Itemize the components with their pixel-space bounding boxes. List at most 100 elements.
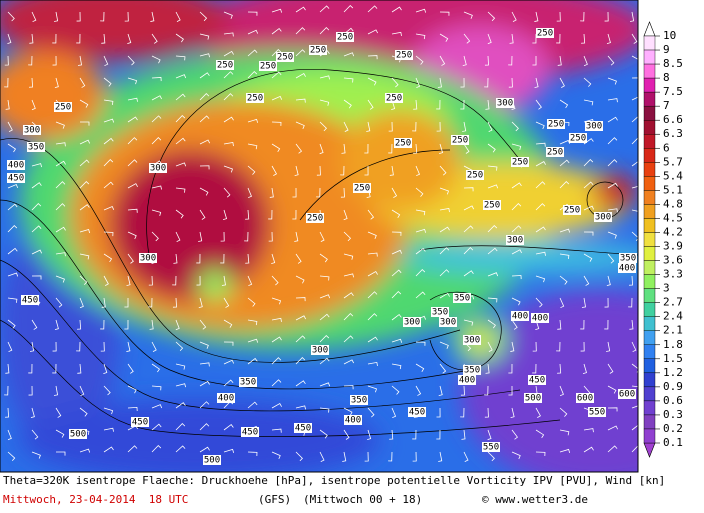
wind-barb	[175, 187, 186, 193]
wind-barb	[535, 297, 543, 308]
wind-barb	[223, 50, 234, 57]
wind-barb	[100, 11, 105, 22]
wind-barb	[559, 429, 570, 436]
wind-barb	[103, 363, 108, 375]
wind-barb	[439, 187, 450, 195]
wind-barb	[271, 336, 282, 343]
legend-band	[643, 232, 656, 247]
wind-barb	[631, 77, 638, 79]
date: Mittwoch, 23-04-2014 18 UTC	[3, 493, 188, 506]
wind-barb	[295, 143, 303, 154]
wind-barb	[415, 33, 426, 40]
wind-barb	[484, 55, 489, 66]
wind-barb	[415, 248, 426, 255]
contour-label-bg	[241, 427, 259, 437]
wind-barb	[7, 184, 19, 189]
wind-barb	[31, 319, 38, 330]
wind-barb	[606, 33, 611, 45]
wind-barb	[415, 363, 425, 372]
wind-barb	[388, 143, 393, 154]
credit: © www.wetter3.de	[482, 493, 588, 506]
contour-label: 500	[70, 430, 86, 440]
wind-barb	[319, 429, 328, 439]
wind-barb	[341, 143, 346, 154]
color-legend: 1098.587.576.66.365.75.45.14.84.54.23.93…	[643, 21, 683, 458]
wind-barb	[31, 225, 42, 233]
wind-barb	[319, 382, 331, 387]
contour-label: 300	[404, 318, 420, 328]
contour-label-bg	[309, 45, 327, 55]
wind-barb	[126, 341, 131, 352]
wind-barb	[607, 253, 615, 264]
legend-label: 9	[663, 43, 670, 56]
wind-barb	[487, 33, 492, 45]
wind-barb	[511, 143, 522, 150]
wind-barb	[487, 143, 496, 153]
wind-barb	[54, 319, 59, 331]
contour-label-bg	[385, 93, 403, 103]
wind-barb	[199, 115, 210, 123]
wind-barb	[101, 297, 106, 308]
wind-barb	[76, 11, 81, 22]
wind-barb	[340, 165, 345, 176]
wind-barb	[247, 338, 259, 343]
wind-barb	[367, 77, 377, 86]
contour-label-bg	[27, 142, 45, 152]
wind-barb	[199, 319, 207, 330]
wind-barb	[606, 275, 611, 287]
wind-barb	[223, 93, 234, 101]
wind-barb	[340, 187, 345, 198]
wind-barb	[319, 99, 330, 106]
wind-barb	[487, 451, 495, 462]
wind-barb	[535, 181, 546, 189]
wind-barb	[487, 121, 493, 133]
wind-barb	[247, 118, 259, 123]
legend-top-arrow	[643, 21, 656, 37]
wind-barb	[391, 209, 401, 219]
wind-barb	[391, 249, 403, 255]
wind-barb	[199, 33, 210, 40]
wind-barb	[367, 29, 379, 35]
contour-label-bg	[21, 295, 39, 305]
wind-barb	[463, 270, 474, 277]
wind-barb	[103, 77, 112, 87]
legend-label: 3.9	[663, 240, 683, 253]
contour-label-bg	[203, 455, 221, 465]
legend-band	[643, 91, 656, 107]
wind-barb	[53, 385, 59, 396]
wind-barb	[487, 247, 498, 255]
legend-band	[643, 330, 656, 345]
wind-barb	[559, 77, 565, 88]
wind-barb	[631, 96, 638, 101]
contour-label-bg	[403, 317, 421, 327]
wind-barb	[295, 451, 303, 462]
wind-barb	[269, 187, 274, 198]
wind-barb	[245, 253, 250, 264]
wind-barb	[295, 253, 302, 264]
wind-barb	[151, 185, 162, 190]
contour-label-bg	[466, 170, 484, 180]
wind-barb	[631, 185, 638, 189]
model: (GFS)	[258, 493, 291, 506]
wind-barb	[389, 165, 394, 176]
wind-barb	[271, 48, 282, 57]
wind-barb	[631, 116, 638, 123]
legend-label: 8	[663, 71, 670, 84]
legend-band	[643, 148, 656, 163]
wind-barb	[367, 361, 378, 367]
legend-label: 4.8	[663, 197, 683, 210]
contour-label-bg	[546, 147, 564, 157]
contour-label: 400	[532, 314, 548, 324]
wind-barb	[7, 319, 16, 329]
contour-label: 400	[512, 312, 528, 322]
wind-barb	[79, 181, 90, 189]
legend-label: 10	[663, 29, 676, 42]
wind-barb	[223, 11, 233, 19]
contour-label: 300	[595, 213, 611, 223]
wind-barb	[55, 226, 66, 233]
wind-barb	[294, 231, 299, 242]
contour-label-bg	[54, 102, 72, 112]
wind-barb	[175, 363, 186, 370]
